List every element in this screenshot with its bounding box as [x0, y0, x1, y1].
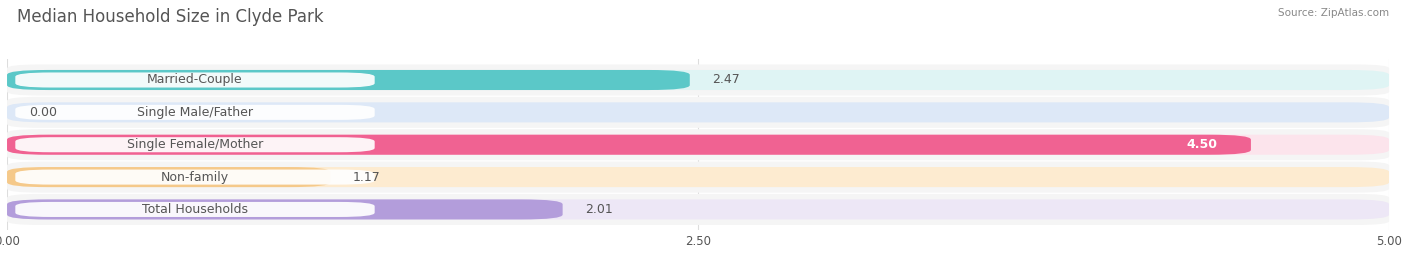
- FancyBboxPatch shape: [15, 170, 374, 185]
- FancyBboxPatch shape: [15, 72, 374, 88]
- FancyBboxPatch shape: [7, 167, 330, 187]
- FancyBboxPatch shape: [7, 194, 1389, 225]
- FancyBboxPatch shape: [7, 199, 1389, 219]
- Text: 2.01: 2.01: [585, 203, 613, 216]
- FancyBboxPatch shape: [15, 202, 374, 217]
- FancyBboxPatch shape: [7, 129, 1389, 160]
- FancyBboxPatch shape: [7, 135, 1389, 155]
- FancyBboxPatch shape: [7, 167, 1389, 187]
- Text: Source: ZipAtlas.com: Source: ZipAtlas.com: [1278, 8, 1389, 18]
- FancyBboxPatch shape: [15, 137, 374, 152]
- Text: Single Female/Mother: Single Female/Mother: [127, 138, 263, 151]
- FancyBboxPatch shape: [7, 162, 1389, 193]
- Text: Married-Couple: Married-Couple: [148, 73, 243, 87]
- FancyBboxPatch shape: [7, 102, 1389, 122]
- Text: 0.00: 0.00: [30, 106, 58, 119]
- FancyBboxPatch shape: [7, 135, 1251, 155]
- FancyBboxPatch shape: [7, 199, 562, 219]
- FancyBboxPatch shape: [7, 70, 1389, 90]
- Text: Median Household Size in Clyde Park: Median Household Size in Clyde Park: [17, 8, 323, 26]
- Text: Single Male/Father: Single Male/Father: [136, 106, 253, 119]
- FancyBboxPatch shape: [7, 70, 690, 90]
- FancyBboxPatch shape: [15, 105, 374, 120]
- Text: Non-family: Non-family: [160, 171, 229, 184]
- FancyBboxPatch shape: [7, 65, 1389, 95]
- FancyBboxPatch shape: [7, 97, 1389, 128]
- Text: Total Households: Total Households: [142, 203, 247, 216]
- Text: 1.17: 1.17: [353, 171, 380, 184]
- Text: 2.47: 2.47: [711, 73, 740, 87]
- Text: 4.50: 4.50: [1187, 138, 1218, 151]
